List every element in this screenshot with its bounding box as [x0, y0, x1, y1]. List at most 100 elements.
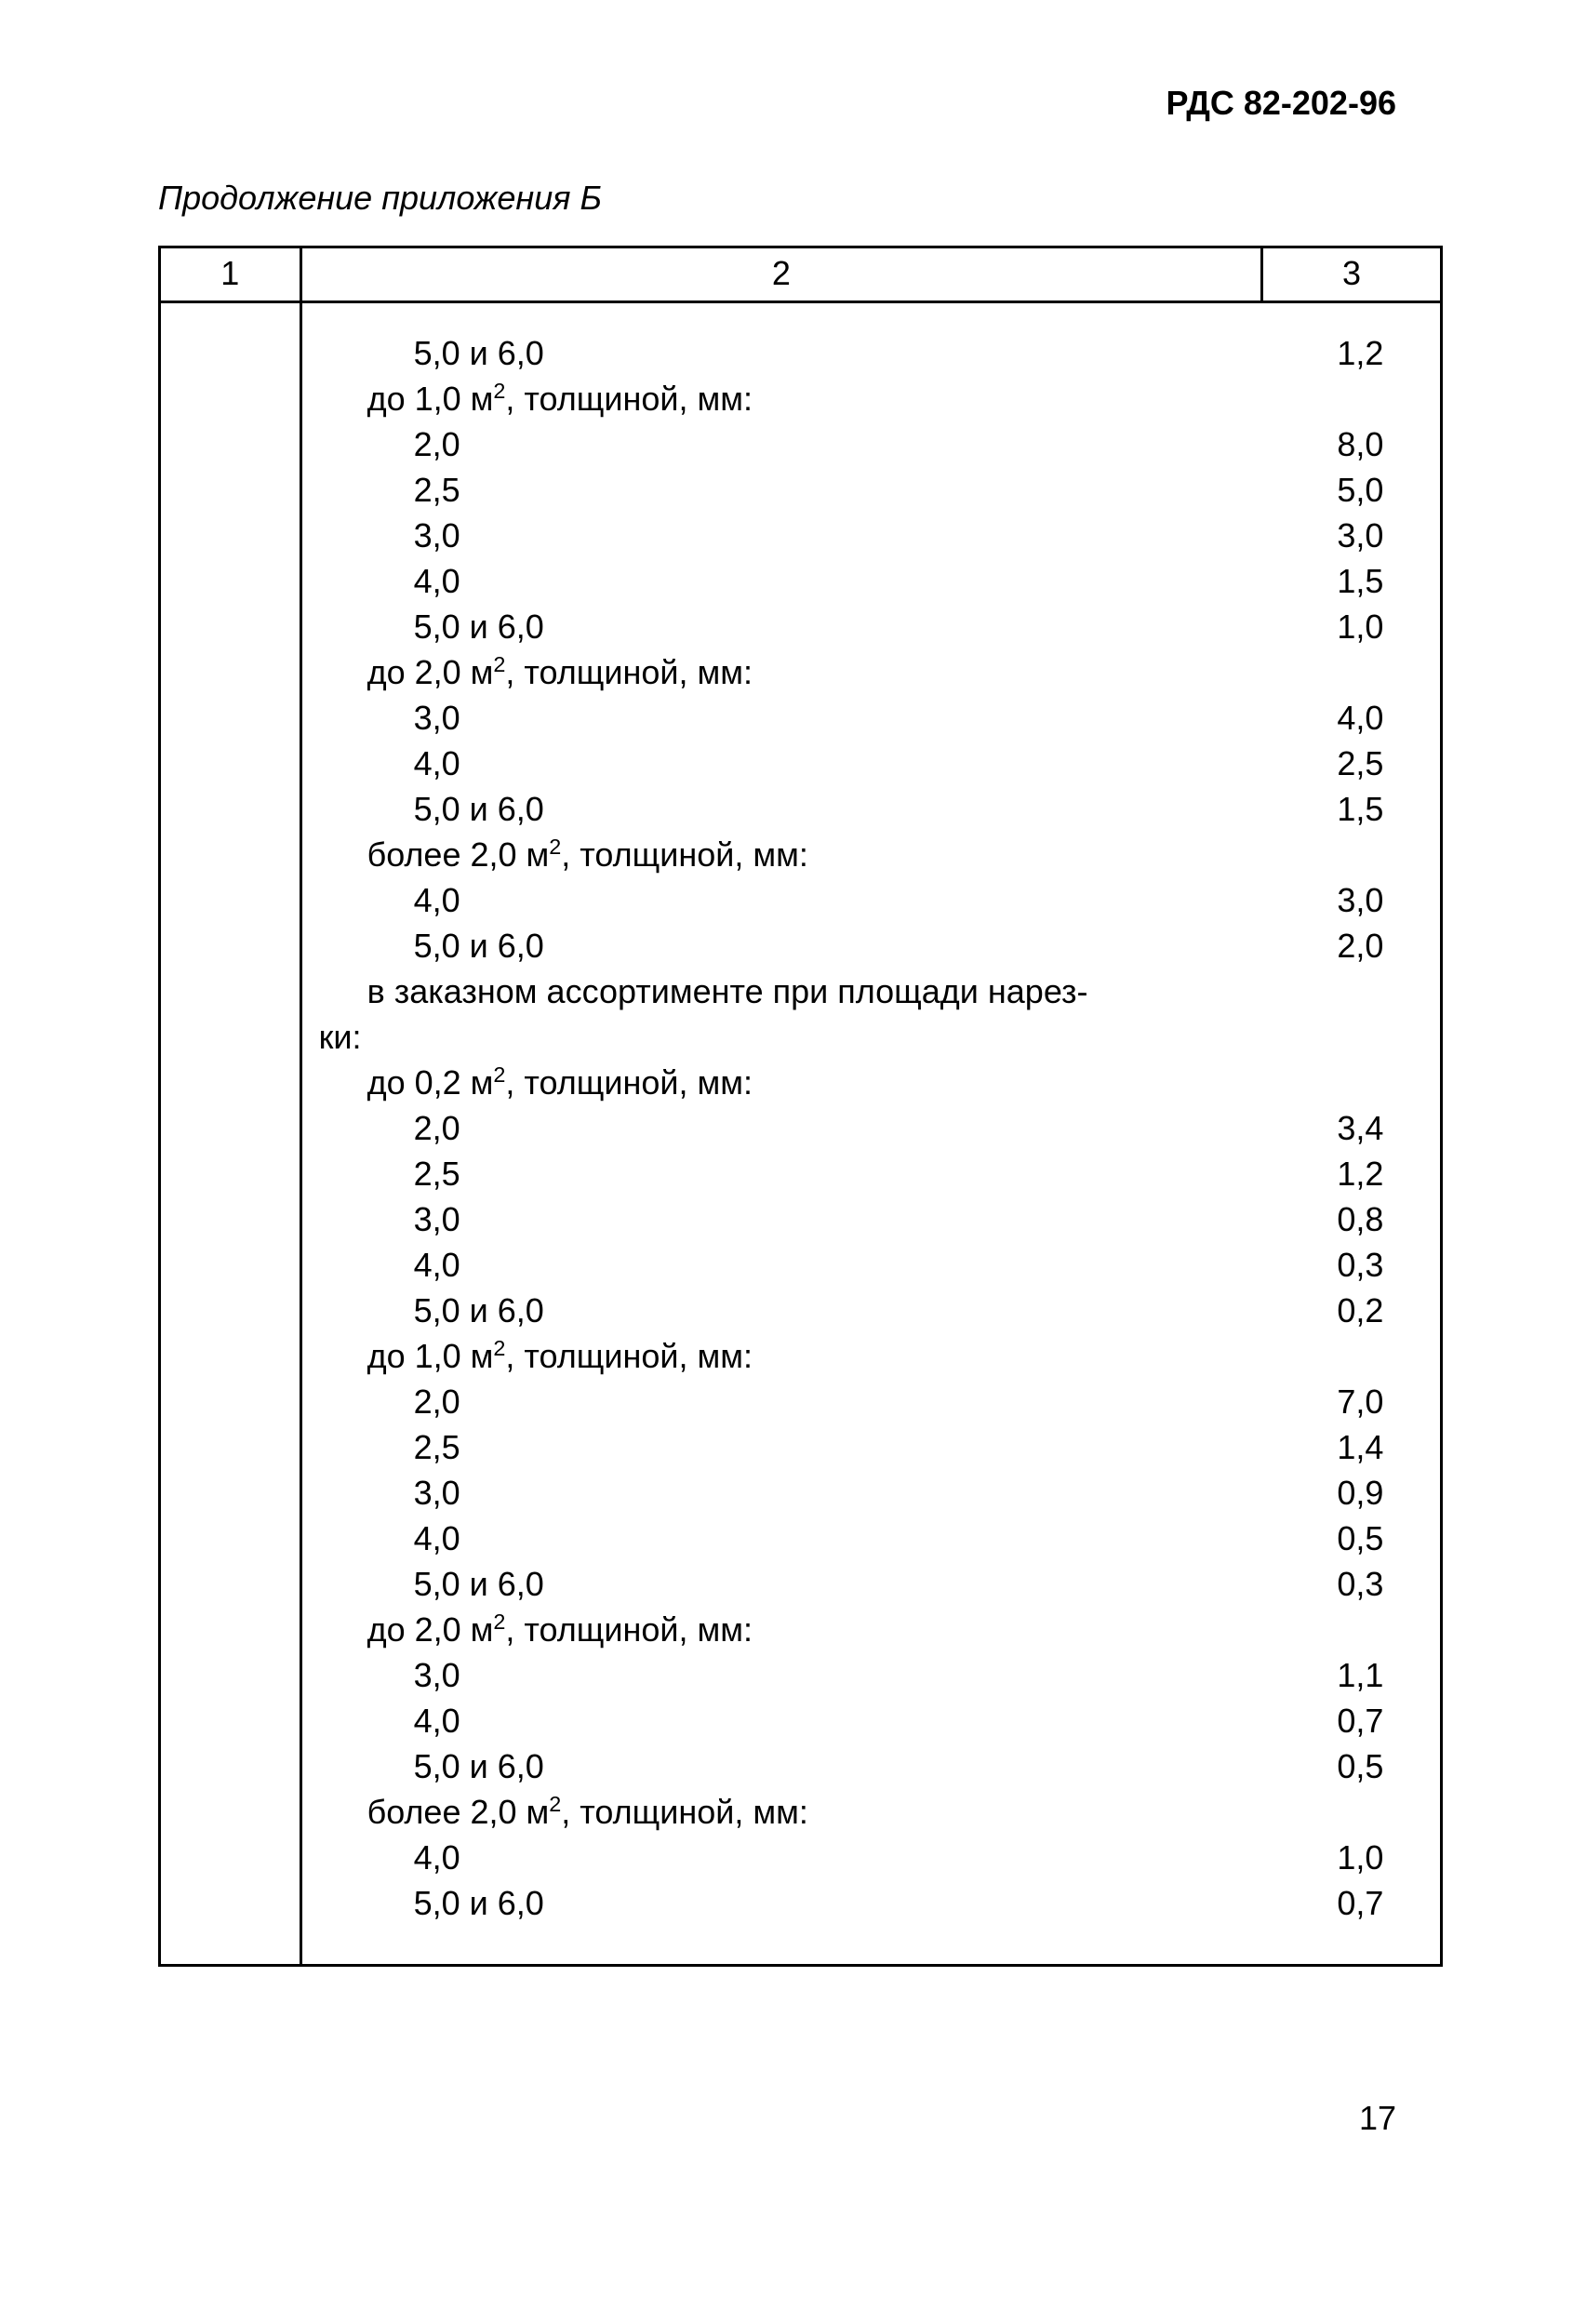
cell-col-2-3: 5,0 и 6,01,2до 1,0 м2, толщиной, мм:2,08… [300, 302, 1441, 1966]
row-value: 4,0 [1281, 696, 1440, 741]
row-text-post: , толщиной, мм: [505, 1063, 753, 1102]
row-description: 5,0 и 6,0 [302, 787, 1281, 833]
table-row: 5,0 и 6,00,3 [302, 1562, 1440, 1608]
row-description: 4,0 [302, 878, 1281, 924]
row-text: более 2,0 м [367, 1793, 550, 1831]
row-description: 5,0 и 6,0 [302, 924, 1281, 969]
row-text: до 2,0 м [367, 653, 494, 691]
row-text: 4,0 [414, 1246, 460, 1284]
row-text: до 1,0 м [367, 380, 494, 418]
row-value: 1,5 [1281, 559, 1440, 605]
row-description: 2,5 [302, 1425, 1281, 1471]
row-description: в заказном ассортименте при площади наре… [302, 969, 1281, 1015]
table-row: ки: [302, 1015, 1440, 1061]
row-value [1281, 1061, 1440, 1106]
row-text-post: , толщиной, мм: [505, 1610, 753, 1649]
row-value: 0,5 [1281, 1516, 1440, 1562]
row-description: 5,0 и 6,0 [302, 1744, 1281, 1790]
row-text: 4,0 [414, 1838, 460, 1877]
table-row: более 2,0 м2, толщиной, мм: [302, 833, 1440, 878]
data-table: 1 2 3 5,0 и 6,01,2до 1,0 м2, толщиной, м… [158, 246, 1443, 1967]
table-row: до 1,0 м2, толщиной, мм: [302, 1334, 1440, 1380]
col-header-3: 3 [1262, 247, 1442, 302]
row-description: 4,0 [302, 1699, 1281, 1744]
row-text: 3,0 [414, 699, 460, 737]
table-row: 4,01,0 [302, 1836, 1440, 1881]
table-row: 2,51,4 [302, 1425, 1440, 1471]
row-text: 4,0 [414, 1702, 460, 1740]
table-body-row: 5,0 и 6,01,2до 1,0 м2, толщиной, мм:2,08… [160, 302, 1442, 1966]
table-row: до 2,0 м2, толщиной, мм: [302, 1608, 1440, 1653]
row-description: 2,5 [302, 1152, 1281, 1197]
table-row: 4,0 0,5 [302, 1516, 1440, 1562]
superscript: 2 [549, 1792, 561, 1816]
row-value: 0,8 [1281, 1197, 1440, 1243]
row-text: более 2,0 м [367, 835, 550, 874]
row-description: 4,0 [302, 1243, 1281, 1289]
table-row: 3,00,8 [302, 1197, 1440, 1243]
row-value: 0,3 [1281, 1562, 1440, 1608]
row-text: до 2,0 м [367, 1610, 494, 1649]
rows-container: 5,0 и 6,01,2до 1,0 м2, толщиной, мм:2,08… [302, 303, 1440, 1964]
row-value: 1,4 [1281, 1425, 1440, 1471]
row-description: до 2,0 м2, толщиной, мм: [302, 650, 1281, 696]
row-value: 1,0 [1281, 605, 1440, 650]
row-value [1281, 1015, 1440, 1061]
table-row: 4,00,7 [302, 1699, 1440, 1744]
table-row: 5,0 и 6,00,2 [302, 1289, 1440, 1334]
row-description: до 0,2 м2, толщиной, мм: [302, 1061, 1281, 1106]
row-description: 5,0 и 6,0 [302, 331, 1281, 377]
row-text: 5,0 и 6,0 [414, 1291, 544, 1329]
row-description: 5,0 и 6,0 [302, 605, 1281, 650]
row-text: 5,0 и 6,0 [414, 1747, 544, 1785]
table-row: 4,0 1,5 [302, 559, 1440, 605]
table-row: до 2,0 м2, толщиной, мм: [302, 650, 1440, 696]
row-value: 0,7 [1281, 1881, 1440, 1927]
row-value: 8,0 [1281, 422, 1440, 468]
document-code-header: РДС 82-202-96 [158, 84, 1443, 123]
row-description: ки: [302, 1015, 1281, 1061]
table-header-row: 1 2 3 [160, 247, 1442, 302]
row-value: 1,2 [1281, 331, 1440, 377]
table-row: 5,0 и 6,01,5 [302, 787, 1440, 833]
row-description: 5,0 и 6,0 [302, 1289, 1281, 1334]
row-text-post: , толщиной, мм: [505, 653, 753, 691]
superscript: 2 [493, 1062, 505, 1087]
table-row: 3,0 4,0 [302, 696, 1440, 741]
table-row: 4,02,5 [302, 741, 1440, 787]
row-text-post: , толщиной, мм: [561, 835, 808, 874]
col-header-2: 2 [300, 247, 1262, 302]
table-row: 3,01,1 [302, 1653, 1440, 1699]
table-row: 4,03,0 [302, 878, 1440, 924]
row-text: 4,0 [414, 1519, 460, 1557]
row-value: 3,0 [1281, 514, 1440, 559]
row-text-post: , толщиной, мм: [561, 1793, 808, 1831]
row-description: 5,0 и 6,0 [302, 1881, 1281, 1927]
row-description: 3,0 [302, 1471, 1281, 1516]
superscript: 2 [493, 379, 505, 403]
row-value: 3,4 [1281, 1106, 1440, 1152]
row-description: 3,0 [302, 1653, 1281, 1699]
row-value: 0,3 [1281, 1243, 1440, 1289]
row-text: ки: [319, 1018, 362, 1056]
row-description: 4,0 [302, 1516, 1281, 1562]
table-row: 2,55,0 [302, 468, 1440, 514]
row-text: 5,0 и 6,0 [414, 927, 544, 965]
table-row: 3,00,9 [302, 1471, 1440, 1516]
row-description: до 2,0 м2, толщиной, мм: [302, 1608, 1281, 1653]
table-row: 5,0 и 6,01,0 [302, 605, 1440, 650]
superscript: 2 [493, 1609, 505, 1634]
row-value: 0,5 [1281, 1744, 1440, 1790]
row-value: 3,0 [1281, 878, 1440, 924]
row-text: 4,0 [414, 562, 460, 600]
row-description: до 1,0 м2, толщиной, мм: [302, 1334, 1281, 1380]
row-description: 3,0 [302, 1197, 1281, 1243]
row-text: 3,0 [414, 1474, 460, 1512]
superscript: 2 [549, 835, 561, 859]
table-row: 5,0 и 6,01,2 [302, 331, 1440, 377]
table-row: 5,0 и 6,02,0 [302, 924, 1440, 969]
table-row: 4,0 0,3 [302, 1243, 1440, 1289]
superscript: 2 [493, 652, 505, 676]
table-row: более 2,0 м2, толщиной, мм: [302, 1790, 1440, 1836]
row-value: 7,0 [1281, 1380, 1440, 1425]
